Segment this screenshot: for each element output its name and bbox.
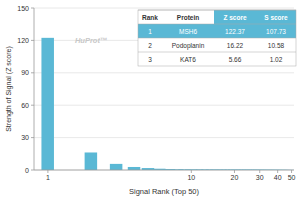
y-tick bbox=[31, 72, 34, 73]
table-text: 16.22 bbox=[227, 42, 244, 49]
x-tick-label: 40 bbox=[274, 174, 282, 181]
table: Rank Protein Z score S score 1 MSH6 122.37 107.… bbox=[138, 10, 296, 66]
table-cell bbox=[214, 38, 256, 52]
table-cell bbox=[162, 10, 214, 24]
bar bbox=[41, 38, 54, 170]
y-tick bbox=[31, 170, 34, 171]
table-header: Z score bbox=[223, 14, 247, 21]
table-border bbox=[138, 10, 296, 66]
x-tick-label: 50 bbox=[288, 174, 296, 181]
grid-line bbox=[34, 72, 294, 73]
bar bbox=[128, 167, 141, 170]
x-axis-label: Signal Rank (Top 50) bbox=[129, 187, 200, 196]
table-text: KAT6 bbox=[180, 56, 196, 63]
x-tick-label: 1 bbox=[46, 174, 50, 181]
table-text: 5.66 bbox=[229, 56, 242, 63]
table-text: MSH6 bbox=[179, 28, 197, 35]
y-tick-label: 60 bbox=[21, 102, 29, 109]
y-tick bbox=[31, 8, 34, 9]
table-cell bbox=[138, 52, 162, 66]
table-text: 1.02 bbox=[270, 56, 283, 63]
table-cell bbox=[256, 52, 296, 66]
table-text: 122.37 bbox=[225, 28, 245, 35]
table-cell bbox=[162, 38, 214, 52]
table-text: 3 bbox=[148, 56, 152, 63]
y-axis-line bbox=[34, 8, 35, 170]
chart: 0 30 60 90 120 150 1 10 20 30 40 50 Signal Rank (Top… bbox=[0, 0, 300, 200]
table-cell bbox=[162, 52, 214, 66]
table-cell bbox=[138, 24, 162, 38]
x-tick bbox=[259, 170, 260, 173]
y-tick-label: 0 bbox=[25, 167, 29, 174]
table-text: 2 bbox=[148, 42, 152, 49]
bar bbox=[85, 152, 98, 170]
table-cell bbox=[256, 10, 296, 24]
y-tick-label: 90 bbox=[21, 69, 29, 76]
table-rule bbox=[138, 52, 296, 53]
x-tick bbox=[47, 170, 48, 173]
table-cell bbox=[138, 38, 162, 52]
y-axis-label: Strength of Signal (Z score) bbox=[5, 46, 13, 132]
table-cell bbox=[256, 24, 296, 38]
table-header: Protein bbox=[177, 14, 199, 21]
x-tick-label: 20 bbox=[231, 174, 239, 181]
table-cell bbox=[256, 38, 296, 52]
x-tick-label: 10 bbox=[187, 174, 195, 181]
table-text: Podoplanin bbox=[172, 42, 205, 50]
grid bbox=[34, 8, 294, 170]
grid-line bbox=[34, 8, 294, 9]
y-tick bbox=[31, 40, 34, 41]
table-text: 10.58 bbox=[268, 42, 285, 49]
table-rule bbox=[138, 24, 296, 25]
table-cell bbox=[162, 24, 214, 38]
bars bbox=[41, 38, 294, 170]
y-tick bbox=[31, 105, 34, 106]
table-cell bbox=[214, 24, 256, 38]
y-tick-label: 120 bbox=[17, 37, 29, 44]
y-tick-label: 30 bbox=[21, 134, 29, 141]
x-tick bbox=[291, 170, 292, 173]
y-tick-label: 150 bbox=[17, 5, 29, 12]
table-text: 107.73 bbox=[266, 28, 286, 35]
x-tick bbox=[234, 170, 235, 173]
bar bbox=[110, 164, 123, 170]
table-header: Rank bbox=[142, 14, 158, 21]
x-tick bbox=[191, 170, 192, 173]
table-cell bbox=[214, 52, 256, 66]
grid-line bbox=[34, 137, 294, 138]
table-text: 1 bbox=[148, 28, 152, 35]
grid-line bbox=[34, 170, 294, 171]
grid-line bbox=[34, 105, 294, 106]
table-cell bbox=[214, 10, 256, 24]
x-axis-line bbox=[34, 170, 294, 171]
x-tick bbox=[277, 170, 278, 173]
watermark: HuProt™ bbox=[75, 36, 108, 45]
table-header: S score bbox=[264, 14, 288, 21]
table-cell bbox=[138, 10, 162, 24]
y-tick bbox=[31, 137, 34, 138]
table-rule bbox=[138, 38, 296, 39]
x-tick-label: 30 bbox=[256, 174, 264, 181]
